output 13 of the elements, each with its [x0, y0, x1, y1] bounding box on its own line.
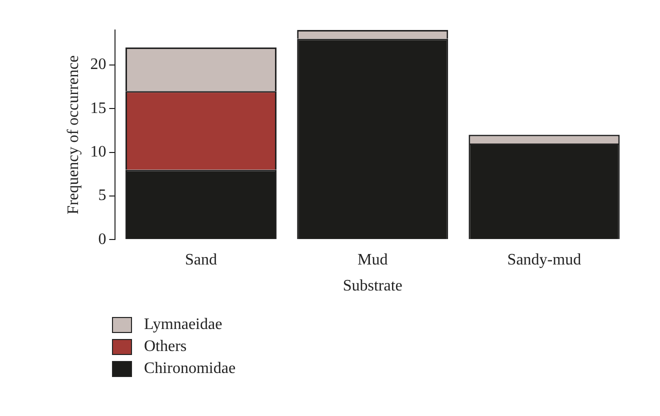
legend-label: Lymnaeidae — [144, 316, 222, 334]
y-tick-label: 10 — [90, 143, 106, 160]
y-axis-title: Frequency of occurrence — [64, 55, 82, 214]
x-tick-label: Mud — [357, 251, 388, 268]
x-axis-title: Substrate — [342, 278, 402, 295]
y-tick-label: 20 — [90, 56, 106, 74]
legend-label: Chironomidae — [144, 360, 236, 378]
x-tick-label: Sand — [185, 251, 217, 268]
y-tick-label: 5 — [98, 187, 106, 204]
legend-label: Others — [144, 338, 187, 356]
x-tick-label: Sandy-mud — [507, 251, 582, 268]
y-tick-label: 15 — [90, 100, 106, 117]
y-tick-label: 0 — [98, 230, 106, 248]
